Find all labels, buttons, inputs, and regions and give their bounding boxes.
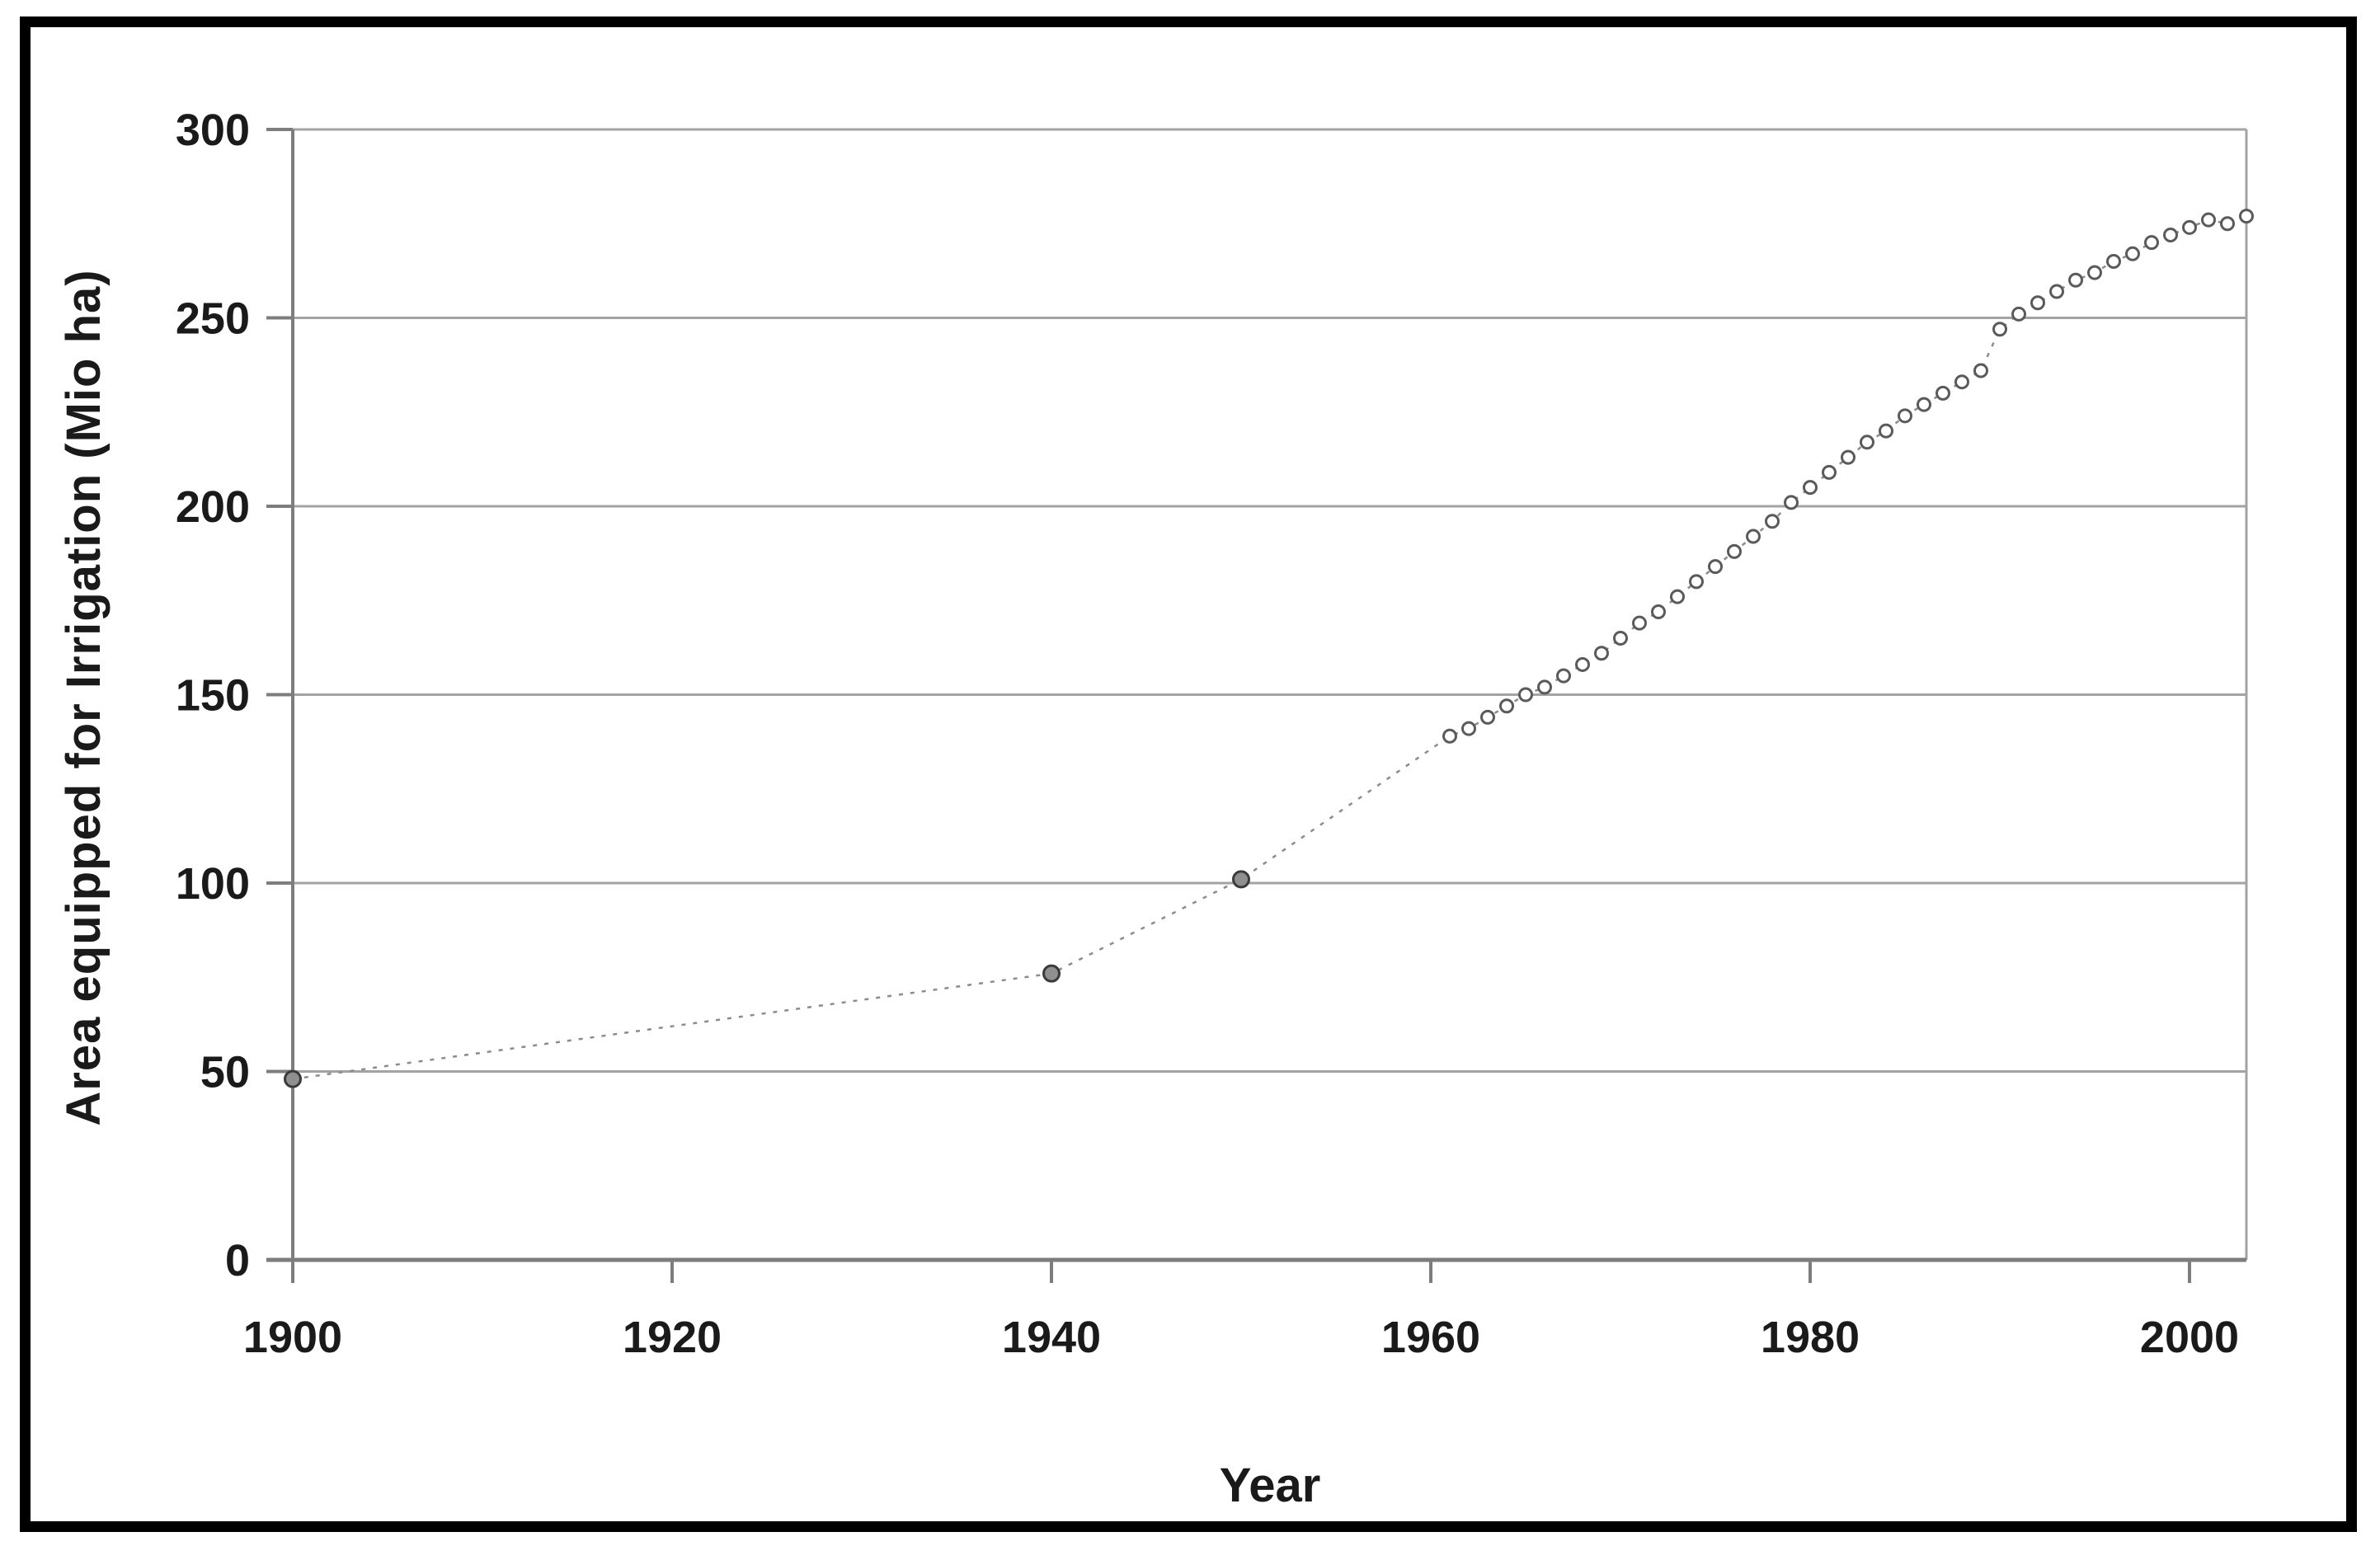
figure-border [20, 16, 2357, 1532]
data-point-1995 [2087, 265, 2102, 280]
data-point-1961 [1442, 728, 1457, 744]
x-tick-label-1940: 1940 [1002, 1313, 1101, 1362]
data-point-1984 [1879, 423, 1893, 439]
y-axis-title: Area equipped for Irrigation (Mio ha) [57, 269, 111, 1126]
series-line [292, 214, 2247, 1080]
data-point-1993 [2049, 284, 2064, 299]
data-point-1965 [1518, 687, 1533, 703]
y-tick-label-250: 250 [176, 294, 250, 344]
data-point-1988 [1954, 374, 1969, 390]
x-axis-title: Year [1219, 1459, 1321, 1512]
data-point-1971 [1632, 615, 1647, 631]
data-point-2003 [2239, 209, 2254, 224]
data-point-1986 [1917, 397, 1931, 412]
data-point-1994 [2068, 272, 2083, 288]
data-point-1981 [1822, 464, 1837, 480]
data-point-1968 [1575, 656, 1590, 672]
data-point-1998 [2144, 235, 2159, 251]
data-point-1990 [1992, 322, 2007, 337]
data-point-2002 [2220, 216, 2235, 232]
y-tick-label-150: 150 [176, 671, 250, 721]
x-tick-label-2000: 2000 [2140, 1313, 2239, 1362]
y-tick-label-300: 300 [176, 106, 250, 155]
data-point-1985 [1898, 408, 1912, 424]
data-point-1980 [1803, 480, 1818, 496]
x-tick-label-1900: 1900 [243, 1313, 342, 1362]
data-point-1976 [1727, 543, 1742, 559]
data-point-1992 [2030, 295, 2045, 311]
data-point-2000 [2182, 219, 2197, 235]
x-tick-label-1980: 1980 [1761, 1313, 1860, 1362]
y-tick-label-0: 0 [225, 1236, 250, 1285]
data-point-1967 [1556, 668, 1571, 684]
data-point-1975 [1708, 559, 1723, 575]
data-point-1991 [2011, 306, 2026, 322]
data-point-1982 [1841, 449, 1856, 465]
data-point-1989 [1973, 363, 1988, 378]
data-point-1983 [1860, 435, 1874, 450]
data-point-2001 [2201, 212, 2216, 228]
data-point-1966 [1537, 679, 1552, 695]
data-point-1978 [1765, 514, 1780, 529]
data-point-1996 [2106, 253, 2121, 269]
data-point-1997 [2125, 246, 2140, 261]
data-point-1973 [1670, 589, 1685, 604]
data-point-1999 [2163, 227, 2178, 242]
y-tick-label-200: 200 [176, 482, 250, 532]
data-point-1977 [1746, 529, 1761, 544]
data-point-1964 [1499, 698, 1514, 714]
y-tick-label-50: 50 [200, 1048, 250, 1097]
data-point-1974 [1689, 574, 1704, 590]
y-tick-label-100: 100 [176, 859, 250, 909]
data-point-1950 [1232, 870, 1250, 889]
x-tick-label-1920: 1920 [623, 1313, 722, 1362]
data-point-1987 [1936, 385, 1950, 401]
data-point-1970 [1613, 630, 1628, 646]
data-point-1900 [284, 1069, 302, 1088]
data-point-1963 [1480, 709, 1495, 725]
data-point-1979 [1784, 495, 1799, 510]
x-tick-label-1960: 1960 [1381, 1313, 1480, 1362]
data-point-1962 [1461, 721, 1476, 736]
data-point-1940 [1042, 964, 1061, 983]
data-point-1972 [1651, 604, 1666, 619]
data-point-1969 [1594, 646, 1609, 661]
